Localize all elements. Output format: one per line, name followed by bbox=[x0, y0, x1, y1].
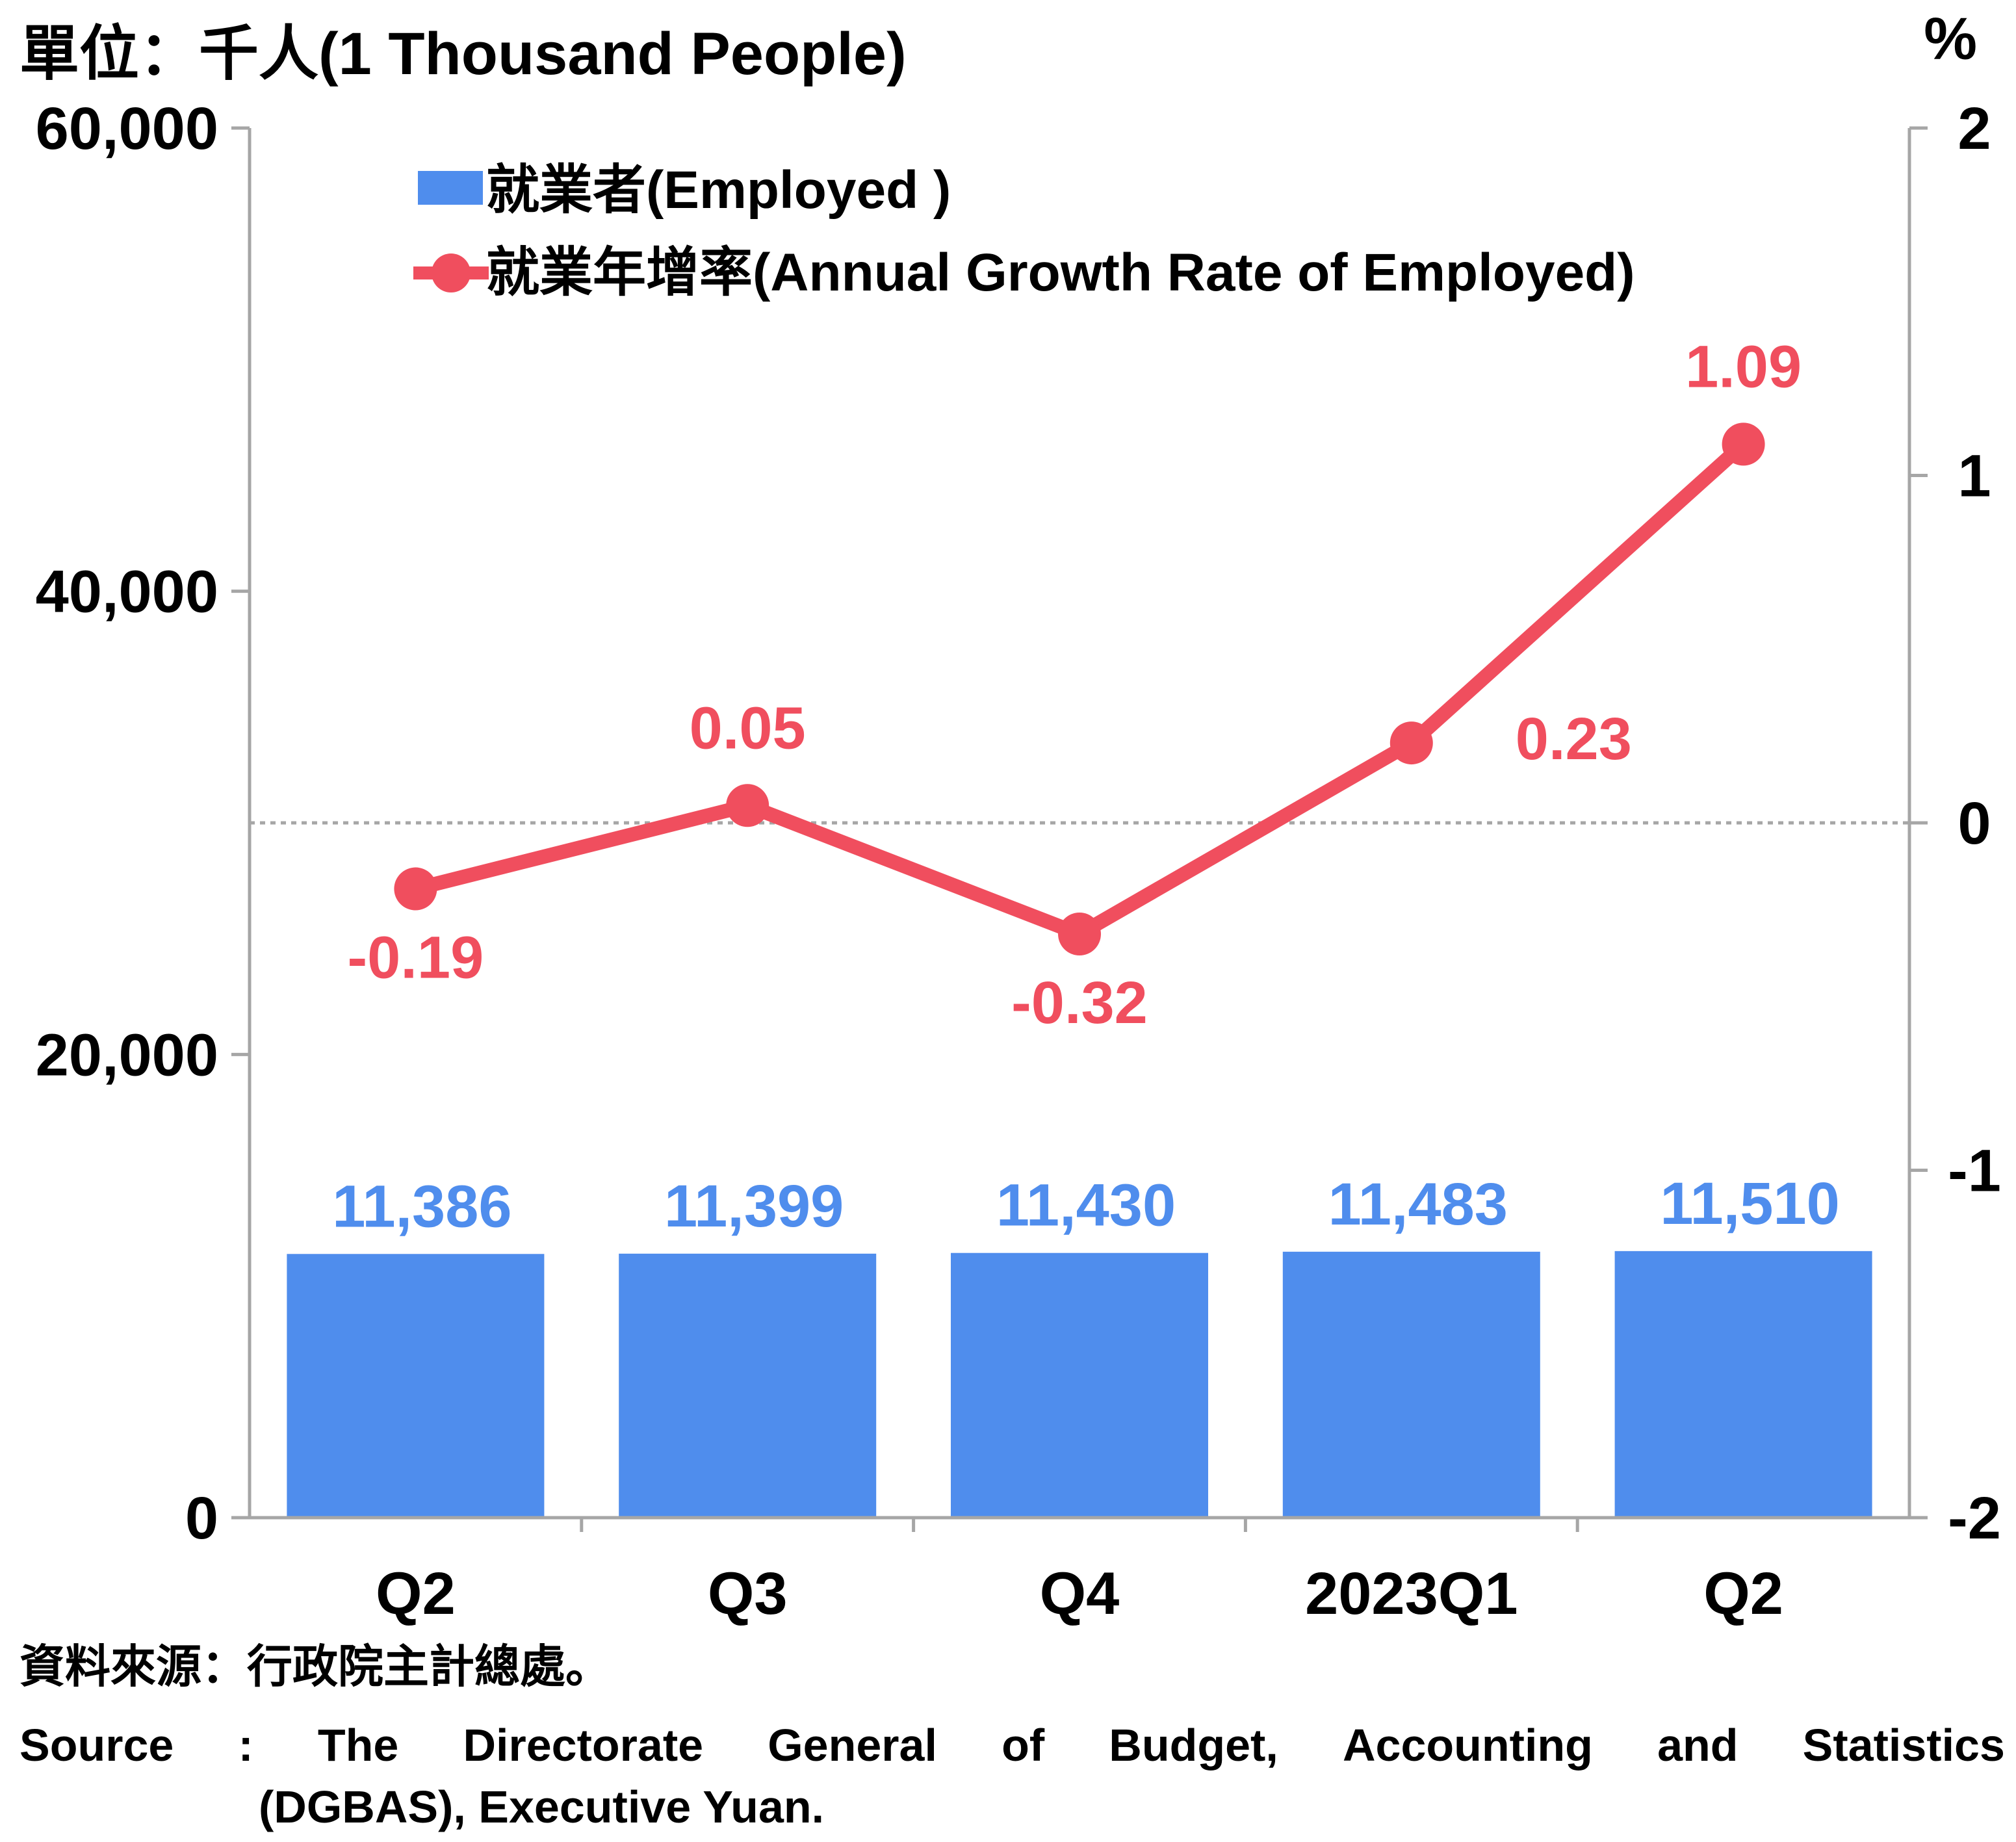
bar-value-label: 11,510 bbox=[1660, 1171, 1839, 1237]
legend: 就業者(Employed ) 就業年增率(Annual Growth Rate o… bbox=[413, 161, 1635, 302]
bar-value-label: 11,386 bbox=[332, 1173, 511, 1239]
growth-point bbox=[1389, 721, 1433, 765]
source-word: The bbox=[317, 1720, 399, 1771]
growth-value-label: 0.05 bbox=[690, 695, 806, 761]
left-axis-tick-label: 40,000 bbox=[36, 559, 218, 625]
source-note-en-line1: Source : The Directorate General of Budg… bbox=[19, 1719, 2005, 1771]
bar bbox=[619, 1253, 877, 1518]
right-axis-tick-label: -2 bbox=[1948, 1485, 2001, 1551]
bar bbox=[1614, 1251, 1872, 1518]
x-axis-tick-label: Q2 bbox=[1703, 1561, 1783, 1627]
left-axis-unit-label: 單位：千人(1 Thousand People) bbox=[19, 21, 907, 87]
right-axis-unit-label: % bbox=[1924, 6, 1977, 72]
left-axis-tick-label: 60,000 bbox=[36, 96, 218, 162]
bar bbox=[951, 1252, 1208, 1518]
chart-axes: 0 20,000 40,000 60,000 -2 -1 0 1 2 Q2 Q3 Q4 2023Q1 Q2 bbox=[36, 96, 2001, 1627]
x-axis-tick-label: Q2 bbox=[376, 1561, 456, 1627]
source-note-zh: 資料來源：行政院主計總處。 bbox=[19, 1641, 611, 1692]
source-word: Budget, bbox=[1109, 1720, 1278, 1771]
bar-value-label: 11,483 bbox=[1328, 1171, 1508, 1238]
legend-label-growth: 就業年增率(Annual Growth Rate of Employed) bbox=[486, 243, 1635, 302]
bar bbox=[1282, 1251, 1540, 1518]
growth-point bbox=[1058, 913, 1101, 956]
legend-label-employed: 就業者(Employed ) bbox=[486, 161, 951, 220]
growth-value-label: 1.09 bbox=[1685, 333, 1802, 400]
right-axis-tick-label: -1 bbox=[1948, 1138, 2001, 1204]
growth-point bbox=[726, 784, 769, 827]
x-axis-tick-label: 2023Q1 bbox=[1305, 1561, 1518, 1627]
source-word: : bbox=[238, 1720, 253, 1771]
growth-point bbox=[1722, 422, 1765, 466]
bar bbox=[287, 1254, 545, 1518]
growth-value-label: -0.19 bbox=[348, 925, 484, 991]
growth-point bbox=[394, 867, 437, 911]
source-word: Statistics bbox=[1802, 1720, 2005, 1771]
growth-value-label: -0.32 bbox=[1011, 970, 1148, 1036]
right-axis-tick-label: 0 bbox=[1958, 790, 1991, 857]
source-word: Directorate bbox=[463, 1720, 704, 1771]
x-axis-tick-label: Q3 bbox=[708, 1561, 788, 1627]
source-note-en-line2: (DGBAS), Executive Yuan. bbox=[259, 1782, 825, 1832]
data-labels: 11,386 11,399 11,430 11,483 11,510 -0.19 0.05 -… bbox=[332, 333, 1840, 1239]
source-word: Accounting bbox=[1342, 1720, 1593, 1771]
growth-line-series bbox=[394, 422, 1765, 956]
left-axis-tick-label: 0 bbox=[185, 1485, 218, 1551]
source-word: and bbox=[1657, 1720, 1738, 1771]
growth-value-label: 0.23 bbox=[1516, 706, 1632, 772]
left-axis-tick-label: 20,000 bbox=[36, 1022, 218, 1088]
legend-swatch-employed bbox=[418, 171, 483, 205]
x-axis-tick-label: Q4 bbox=[1040, 1561, 1120, 1627]
legend-swatch-growth-point bbox=[432, 253, 471, 292]
bar-value-label: 11,399 bbox=[664, 1173, 844, 1239]
source-word: Source bbox=[19, 1720, 174, 1771]
source-word: General bbox=[768, 1720, 937, 1771]
bar-value-label: 11,430 bbox=[996, 1173, 1176, 1239]
source-word: of bbox=[1002, 1720, 1045, 1771]
growth-line bbox=[413, 439, 1748, 942]
bar-series bbox=[287, 1251, 1872, 1518]
right-axis-tick-label: 1 bbox=[1958, 443, 1991, 510]
right-axis-tick-label: 2 bbox=[1958, 96, 1991, 162]
